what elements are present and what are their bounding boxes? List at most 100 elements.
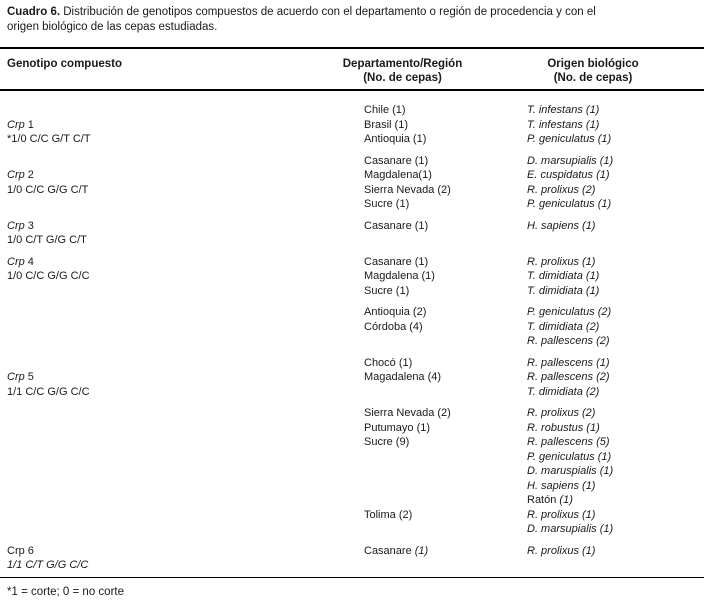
cell-genotype: [7, 334, 364, 349]
table-row: R. pallescens (2): [7, 334, 704, 349]
cell-department: Casanare (1): [364, 544, 527, 559]
cell-genotype: Crp 3: [7, 219, 364, 234]
table-row: Ratón (1): [7, 493, 704, 508]
cell-genotype: [7, 154, 364, 169]
cell-origin: P. geniculatus (1): [527, 450, 704, 465]
genotype-text: 1/0 C/C G/G C/C: [7, 270, 90, 282]
cell-genotype: [7, 406, 364, 421]
origin-text: P. geniculatus (1): [527, 133, 612, 145]
origin-text: R. prolixus (1): [527, 544, 596, 557]
genotype-text: Crp 6: [7, 544, 34, 557]
cell-genotype: [7, 421, 364, 436]
cell-origin: P. geniculatus (1): [527, 197, 704, 212]
cell-genotype: 1/1 C/T G/G C/C: [7, 558, 364, 573]
cell-genotype: *1/0 C/C G/T C/T: [7, 132, 364, 147]
column-header-department: Departamento/Región (No. de cepas): [295, 58, 510, 85]
cell-genotype: [7, 197, 364, 212]
cell-department: [364, 450, 527, 465]
cell-origin: R. pallescens (1): [527, 356, 704, 371]
table-row: Chocó (1) R. pallescens (1): [7, 356, 704, 371]
cell-genotype: 1/0 C/C G/G C/C: [7, 269, 364, 284]
table-row: D. marsupialis (1): [7, 522, 704, 537]
department-text: Magadalena (4): [364, 371, 442, 383]
table-row: Casanare (1) D. marsupialis (1): [7, 154, 704, 169]
cell-origin: R. pallescens (2): [527, 334, 704, 349]
origin-text: R. prolixus (2): [527, 183, 596, 196]
department-text: Brasil (1): [364, 118, 409, 131]
table-row: Tolima (2) R. prolixus (1): [7, 508, 704, 523]
origin-text: R. pallescens (1): [527, 356, 610, 369]
cell-origin: [527, 233, 704, 248]
table-caption-line1: Distribución de genotipos compuestos de …: [60, 6, 596, 18]
genotype-text: Crp: [7, 169, 25, 181]
cell-genotype: [7, 435, 364, 450]
cell-department: Magadalena (4): [364, 370, 527, 385]
cell-department: [364, 558, 527, 573]
cell-department: Sierra Nevada (2): [364, 183, 527, 198]
column-header-origin: Origen biológico (No. de cepas): [503, 58, 683, 85]
department-text: Casanare (1): [364, 255, 429, 268]
cell-origin: D. marsupialis (1): [527, 154, 704, 169]
cell-origin: T. dimidiata (1): [527, 269, 704, 284]
table-body: Chile (1) T. infestans (1) Crp 1 Brasil (1)…: [0, 91, 704, 573]
table-row: D. maruspialis (1): [7, 464, 704, 479]
origin-text: E. cuspidatus (1): [527, 169, 610, 181]
origin-text: R. pallescens (5): [527, 436, 610, 448]
cell-origin: H. sapiens (1): [527, 219, 704, 234]
cell-department: Tolima (2): [364, 508, 527, 523]
table-row: Crp 6 Casanare (1) R. prolixus (1): [7, 544, 704, 559]
origin-text: H. sapiens (1): [527, 479, 596, 492]
department-text: Magdalena (1): [364, 270, 435, 282]
cell-department: Casanare (1): [364, 219, 527, 234]
cell-origin: Ratón (1): [527, 493, 704, 508]
cell-department: [364, 233, 527, 248]
cell-department: [364, 334, 527, 349]
genotype-text: Crp: [7, 255, 25, 268]
cell-origin: H. sapiens (1): [527, 479, 704, 494]
cell-origin: R. prolixus (1): [527, 508, 704, 523]
department-text: Sierra Nevada (2): [364, 407, 451, 419]
table-row: 1/1 C/C G/G C/C T. dimidiata (2): [7, 385, 704, 400]
table-row: Putumayo (1) R. robustus (1): [7, 421, 704, 436]
cell-origin: [527, 558, 704, 573]
origin-text: T. dimidiata (2): [527, 320, 600, 333]
table-row: Crp 2 Magdalena(1) E. cuspidatus (1): [7, 168, 704, 183]
cell-genotype: [7, 493, 364, 508]
cell-department: [364, 385, 527, 400]
cell-department: Sucre (1): [364, 284, 527, 299]
cell-genotype: Crp 4: [7, 255, 364, 270]
cell-department: Putumayo (1): [364, 421, 527, 436]
table-header: Genotipo compuesto Departamento/Región (…: [0, 49, 704, 89]
cell-genotype: [7, 479, 364, 494]
genotype-text: 1/1 C/T G/G C/C: [7, 559, 89, 571]
department-text: Casanare (1): [364, 154, 429, 167]
cell-origin: T. dimidiata (2): [527, 385, 704, 400]
department-text: Sierra Nevada (2): [364, 183, 451, 196]
cell-genotype: [7, 450, 364, 465]
cell-genotype: [7, 320, 364, 335]
department-text: Chile (1): [364, 104, 406, 116]
table-row: Crp 3 Casanare (1) H. sapiens (1): [7, 219, 704, 234]
table-row: 1/1 C/T G/G C/C: [7, 558, 704, 573]
genotype-text: 5: [24, 371, 34, 383]
cell-genotype: 1/0 C/C G/G C/T: [7, 183, 364, 198]
cell-genotype: Crp 2: [7, 168, 364, 183]
table-caption: Cuadro 6. Distribución de genotipos comp…: [0, 0, 704, 35]
cell-department: Magdalena (1): [364, 269, 527, 284]
genotype-text: 3: [24, 219, 34, 232]
department-text: (1): [414, 544, 429, 557]
column-header-genotype: Genotipo compuesto: [7, 58, 122, 70]
genotype-text: 1: [24, 118, 34, 131]
genotype-text: *1/0 C/C G/T C/T: [7, 133, 91, 145]
origin-text: R. prolixus (2): [527, 407, 596, 419]
cell-origin: P. geniculatus (1): [527, 132, 704, 147]
cell-department: Casanare (1): [364, 154, 527, 169]
cell-origin: R. pallescens (5): [527, 435, 704, 450]
cell-genotype: [7, 508, 364, 523]
department-text: Antioquia (2): [364, 306, 427, 318]
divider-bottom: [0, 576, 704, 578]
origin-text: P. geniculatus (1): [527, 450, 612, 463]
department-text: Casanare (1): [364, 219, 429, 232]
cell-origin: T. dimidiata (2): [527, 320, 704, 335]
origin-text: R. prolixus (1): [527, 255, 596, 268]
